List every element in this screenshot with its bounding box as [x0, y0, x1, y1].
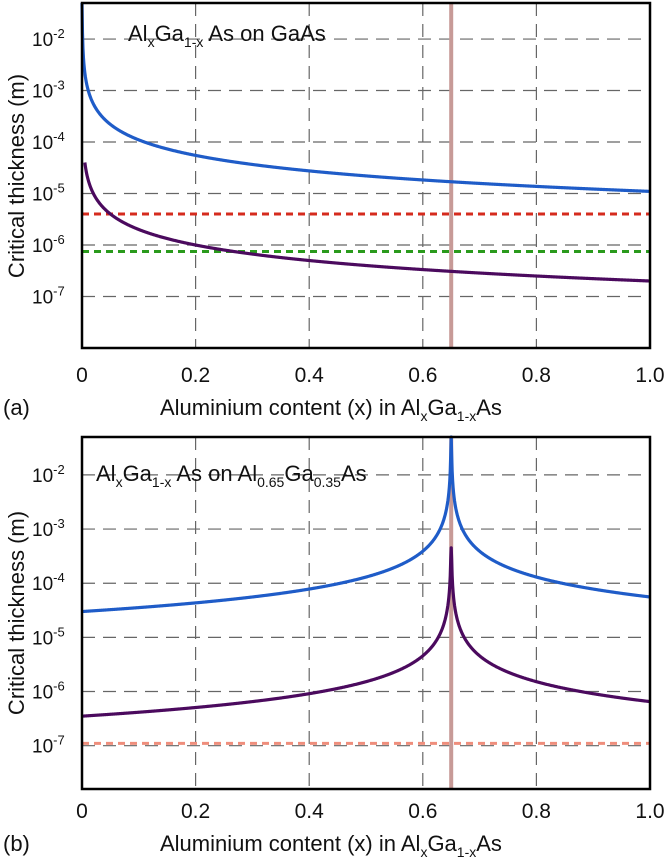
panel-b: AlxGa1-x As on Al0.65Ga0.35As 10-210-310-… — [3, 435, 665, 860]
panel-b-y-axis-label: Critical thickness (m) — [4, 511, 29, 715]
panel-a-label: (a) — [3, 395, 30, 420]
panel-a-x-tick-label: 0.2 — [181, 364, 210, 387]
panel-a-series-purple-curve — [83, 162, 652, 283]
panel-a-x-tick-label: 0 — [76, 364, 88, 387]
panel-a-frame — [80, 1, 652, 350]
panel-b-x-tick-label: 0 — [76, 800, 88, 823]
panel-a-x-tick-labels: 0 0.2 0.4 0.6 0.8 1.0 — [76, 364, 664, 387]
panel-b-x-tick-label: 0.6 — [408, 800, 437, 823]
panel-a-y-tick-label: 10-4 — [32, 129, 65, 154]
panel-b-series-purple-curve — [80, 546, 652, 718]
panel-a-y-tick-label: 10-6 — [32, 232, 65, 257]
panel-b-series-blue-curve — [80, 435, 652, 614]
panel-a: AlxGa1-x As on GaAs 10-210-310-410-510-61… — [3, 1, 665, 424]
panel-a-y-tick-label: 10-5 — [32, 181, 65, 206]
panel-b-y-tick-label: 10-6 — [32, 679, 65, 704]
panel-b-x-axis-label: Aluminium content (x) in AlxGa1-xAs — [160, 831, 502, 860]
panel-b-x-tick-label: 0.4 — [295, 800, 325, 823]
panel-b-title: AlxGa1-x As on Al0.65Ga0.35As — [96, 461, 367, 490]
panel-b-label: (b) — [3, 831, 30, 856]
panel-b-y-tick-label: 10-4 — [32, 570, 65, 595]
panel-a-series-blue-curve — [80, 2, 652, 193]
panel-b-x-tick-label: 1.0 — [635, 800, 664, 823]
panel-b-y-tick-label: 10-3 — [32, 516, 65, 541]
panel-a-x-tick-label: 0.4 — [295, 364, 325, 387]
panel-a-y-tick-label: 10-7 — [32, 284, 65, 309]
panel-a-lines — [80, 2, 652, 348]
panel-a-y-axis-label: Critical thickness (m) — [4, 74, 29, 278]
panel-a-x-axis-label: Aluminium content (x) in AlxGa1-xAs — [160, 395, 502, 424]
panel-a-y-tick-label: 10-3 — [32, 78, 65, 103]
panel-b-x-tick-label: 0.2 — [181, 800, 210, 823]
panel-a-gridlines — [82, 3, 650, 348]
panel-b-frame — [80, 435, 652, 791]
panel-a-x-tick-label: 0.6 — [408, 364, 437, 387]
panel-a-y-tick-labels: 10-2 10-3 10-4 10-5 10-6 10-7 — [32, 26, 65, 308]
panel-b-y-tick-label: 10-7 — [32, 733, 65, 758]
panel-b-x-tick-label: 0.8 — [522, 800, 551, 823]
panel-b-lines — [80, 435, 652, 789]
panel-a-title: AlxGa1-x As on GaAs — [128, 21, 326, 50]
panel-a-x-tick-label: 1.0 — [635, 364, 664, 387]
panel-b-x-tick-labels: 0 0.2 0.4 0.6 0.8 1.0 — [76, 800, 664, 823]
panel-a-x-tick-label: 0.8 — [522, 364, 551, 387]
panel-b-y-tick-label: 10-5 — [32, 624, 65, 649]
panel-a-y-tick-label: 10-2 — [32, 26, 65, 51]
panel-b-y-tick-label: 10-2 — [32, 462, 65, 487]
panel-b-y-tick-labels: 10-2 10-3 10-4 10-5 10-6 10-7 — [32, 462, 65, 758]
